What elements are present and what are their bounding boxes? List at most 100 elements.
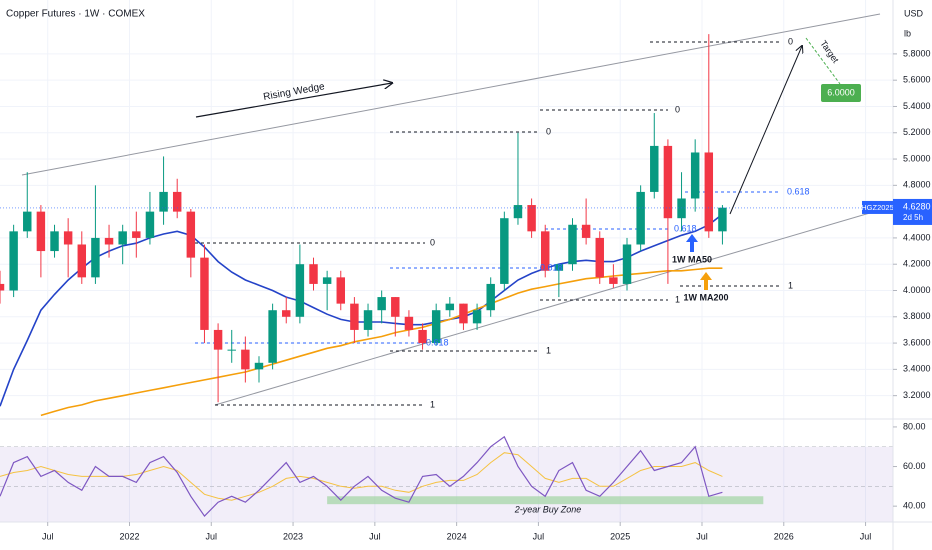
candle-body bbox=[172, 191, 182, 212]
x-tick-label: Jul bbox=[696, 531, 708, 541]
x-tick-label: Jul bbox=[206, 531, 218, 541]
candle-body bbox=[718, 207, 727, 232]
fib-label: 0.618 bbox=[787, 186, 810, 196]
candle-body bbox=[9, 231, 18, 291]
candle-body bbox=[609, 277, 618, 284]
candle-body bbox=[118, 231, 127, 245]
y-tick-label: 3.4000 bbox=[903, 364, 931, 374]
y-tick-label: 5.2000 bbox=[903, 127, 931, 137]
candle-body bbox=[200, 257, 209, 330]
candle-body bbox=[391, 297, 400, 317]
candle-body bbox=[63, 231, 73, 245]
zone-label: 2-year Buy Zone bbox=[514, 504, 582, 514]
candle-body bbox=[186, 211, 196, 258]
x-tick-label: Jul bbox=[533, 531, 545, 541]
fib-label: 0.618 bbox=[674, 223, 697, 233]
wedge-upper bbox=[21, 13, 881, 176]
symbol-label: HGZ2025 bbox=[861, 203, 894, 212]
x-tick-label: Jul bbox=[369, 531, 381, 541]
x-tick-label: 2023 bbox=[283, 531, 303, 541]
candle-body bbox=[404, 316, 414, 330]
candle-body bbox=[159, 191, 168, 212]
moving-average bbox=[40, 267, 723, 417]
y-tick-label: 3.8000 bbox=[903, 311, 931, 321]
y-tick-label: 5.8000 bbox=[903, 48, 931, 58]
y-unit: lb bbox=[904, 28, 911, 38]
candle-body bbox=[241, 349, 250, 370]
y-tick-label: 4.0000 bbox=[903, 285, 931, 295]
candle-body bbox=[472, 310, 482, 324]
target-price: 6.0000 bbox=[827, 87, 855, 97]
candle-body bbox=[282, 310, 291, 317]
wedge-lower bbox=[214, 209, 881, 406]
candle-body bbox=[595, 237, 604, 278]
y-tick-label: 3.2000 bbox=[903, 390, 931, 400]
candle-body bbox=[268, 310, 277, 363]
fib-label: 1 bbox=[675, 294, 680, 304]
candle-body bbox=[445, 303, 455, 311]
candle-body bbox=[704, 152, 714, 232]
candle-body bbox=[350, 303, 359, 330]
y-tick-label: 5.6000 bbox=[903, 75, 931, 85]
axes: 3.2000 3.4000 3.6000 3.8000 4.0000 4.2000 4.40… bbox=[42, 48, 932, 541]
countdown-label: 2d 5h bbox=[903, 213, 923, 222]
candle-body bbox=[377, 297, 386, 311]
rsi-line bbox=[0, 435, 723, 518]
fib-label: 1 bbox=[430, 399, 435, 409]
candle-body bbox=[322, 277, 332, 284]
candle-body bbox=[309, 264, 318, 284]
rsi-y-tick-label: 40.00 bbox=[903, 501, 926, 511]
candle-body bbox=[336, 277, 345, 304]
price-pane bbox=[0, 34, 893, 417]
chart-title: Copper Futures · 1W · COMEX bbox=[6, 9, 145, 20]
candle-body bbox=[527, 205, 536, 232]
fib-label: 0 bbox=[430, 237, 435, 247]
ma200-arrow bbox=[700, 272, 712, 290]
x-tick-label: 2026 bbox=[774, 531, 794, 541]
candle-body bbox=[104, 237, 114, 245]
buy-zone bbox=[327, 496, 764, 505]
candle-body bbox=[213, 329, 223, 350]
candle-body bbox=[23, 211, 32, 232]
target-price-box bbox=[821, 84, 861, 102]
candle-body bbox=[145, 211, 155, 238]
y-tick-label: 4.2000 bbox=[903, 259, 931, 269]
candle-body bbox=[581, 224, 591, 238]
candle-body bbox=[690, 152, 700, 199]
candle-body bbox=[254, 362, 264, 370]
rsi-y-tick-label: 60.00 bbox=[903, 461, 926, 471]
rsi-y-tick-label: 80.00 bbox=[903, 421, 926, 431]
candle-body bbox=[50, 231, 59, 252]
candle-body bbox=[554, 264, 564, 271]
last-price-box bbox=[893, 198, 932, 225]
fib-label: 0 bbox=[675, 104, 680, 114]
fib-label: 0 bbox=[788, 36, 793, 46]
candle-body bbox=[568, 224, 577, 265]
x-tick-label: Jul bbox=[860, 531, 872, 541]
candle-body bbox=[513, 205, 523, 219]
candle-body bbox=[459, 303, 468, 324]
fib-label: 1 bbox=[788, 280, 793, 290]
fib-label: 0.618 bbox=[540, 262, 563, 272]
ma50-arrow bbox=[686, 234, 698, 252]
ma50-label: 1W MA50 bbox=[672, 254, 712, 264]
candle-body bbox=[295, 264, 305, 317]
candle-body bbox=[77, 244, 87, 278]
x-tick-label: 2025 bbox=[610, 531, 630, 541]
target-line bbox=[805, 37, 841, 85]
candle-body bbox=[418, 329, 427, 344]
y-unit: USD bbox=[904, 8, 924, 18]
x-tick-label: 2022 bbox=[119, 531, 139, 541]
target-arrow bbox=[729, 46, 802, 215]
y-tick-label: 5.4000 bbox=[903, 101, 931, 111]
fib-label: 0 bbox=[546, 126, 551, 136]
candle-body bbox=[132, 231, 141, 238]
candle-body bbox=[36, 211, 46, 252]
fib-label: 0.618 bbox=[426, 337, 449, 347]
candle-body bbox=[650, 145, 659, 192]
candle-body bbox=[431, 310, 441, 344]
y-tick-label: 5.0000 bbox=[903, 153, 931, 163]
candle-body bbox=[622, 244, 632, 284]
ma200-label: 1W MA200 bbox=[683, 292, 728, 302]
